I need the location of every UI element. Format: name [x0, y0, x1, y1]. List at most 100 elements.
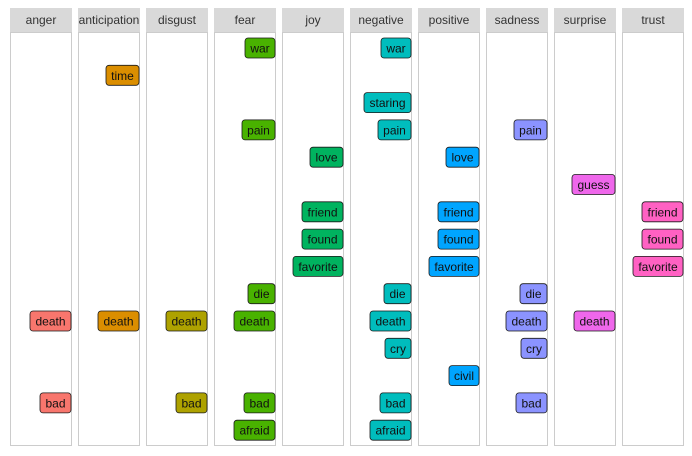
word-label-text: death [511, 315, 541, 329]
word-label-box [241, 119, 276, 141]
word-label-box [437, 201, 480, 223]
word-label-box [383, 283, 412, 305]
word-label: die [519, 283, 548, 305]
word-label: found [641, 228, 684, 250]
word-label-text: death [103, 315, 133, 329]
word-label: death [369, 310, 412, 332]
word-label-box [29, 310, 72, 332]
word-label: die [247, 283, 276, 305]
word-label: afraid [233, 419, 276, 441]
word-label-text: die [253, 287, 269, 301]
word-label-text: favorite [434, 260, 474, 274]
facet-label-surprise: surprise [564, 13, 607, 27]
word-label: death [573, 310, 616, 332]
word-label: love [309, 146, 344, 168]
word-label-box [301, 228, 344, 250]
word-label-text: love [451, 151, 473, 165]
word-label: friend [301, 201, 344, 223]
facet-panel-anger: anger [10, 8, 72, 446]
facet-panel-joy: joy [282, 8, 344, 446]
word-label: love [445, 146, 480, 168]
word-label-box [513, 119, 548, 141]
word-label: pain [513, 119, 548, 141]
word-label-text: death [375, 315, 405, 329]
panel-background [78, 32, 140, 446]
facet-panel-anticipation: anticipation [78, 8, 140, 446]
facet-label-fear: fear [235, 13, 256, 27]
word-label-box [445, 146, 480, 168]
word-label-text: death [239, 315, 269, 329]
word-label-text: die [525, 287, 541, 301]
word-label-box [301, 201, 344, 223]
word-label: staring [363, 92, 412, 113]
facet-label-sadness: sadness [495, 13, 540, 27]
word-label: favorite [292, 255, 344, 277]
word-label-text: afraid [375, 424, 405, 438]
facet-label-trust: trust [641, 13, 665, 27]
word-label-text: bad [521, 396, 541, 410]
facet-label-positive: positive [429, 13, 470, 27]
word-label: death [505, 310, 548, 332]
word-label-box [448, 365, 480, 387]
word-label-box [233, 419, 276, 441]
word-label-box [520, 337, 548, 359]
word-label: war [244, 37, 276, 59]
word-label: friend [641, 201, 684, 223]
word-label-box [292, 255, 344, 277]
word-label: cry [384, 337, 412, 359]
word-label-text: bad [249, 396, 269, 410]
word-label-box [571, 174, 616, 195]
facet-label-negative: negative [358, 13, 404, 27]
word-label: bad [39, 392, 72, 414]
word-label: pain [241, 119, 276, 141]
word-label-box [233, 310, 276, 332]
panel-background [146, 32, 208, 446]
word-label-text: pain [383, 123, 406, 137]
word-label: die [383, 283, 412, 305]
word-label-box [505, 310, 548, 332]
word-label: death [97, 310, 140, 332]
word-label-text: afraid [239, 424, 269, 438]
word-label-text: guess [577, 178, 609, 192]
facet-strip [282, 8, 344, 32]
word-label-text: love [315, 151, 337, 165]
word-label-text: bad [385, 396, 405, 410]
facet-label-disgust: disgust [158, 13, 197, 27]
word-label-text: friend [443, 205, 473, 219]
word-label-box [641, 228, 684, 250]
word-label-box [384, 337, 412, 359]
word-label-text: staring [369, 96, 405, 110]
word-label-text: civil [454, 369, 474, 383]
word-label: war [380, 37, 412, 59]
word-label-box [515, 392, 548, 414]
word-label-box [309, 146, 344, 168]
facet-strip [78, 8, 140, 32]
word-label: favorite [428, 255, 480, 277]
word-label-box [244, 37, 276, 59]
word-label-box [105, 64, 140, 86]
word-label: found [301, 228, 344, 250]
facet-panel-surprise: surprise [554, 8, 616, 446]
word-label-text: die [389, 287, 405, 301]
facet-panel-fear: fear [214, 8, 276, 446]
facet-strip [10, 8, 72, 32]
word-label-text: favorite [638, 260, 678, 274]
facet-strip [554, 8, 616, 32]
word-label: bad [243, 392, 276, 414]
facet-strip [622, 8, 684, 32]
word-label-text: cry [390, 342, 406, 356]
word-label-text: found [443, 233, 473, 247]
word-label-box [243, 392, 276, 414]
word-label: death [165, 310, 208, 332]
word-label-text: bad [181, 396, 201, 410]
word-label: bad [515, 392, 548, 414]
word-label-text: cry [526, 342, 542, 356]
facet-label-anger: anger [26, 13, 57, 27]
word-label-box [519, 283, 548, 305]
word-label-text: war [385, 42, 405, 56]
panel-background [554, 32, 616, 446]
word-label-text: friend [647, 205, 677, 219]
word-label-box [165, 310, 208, 332]
word-label-box [437, 228, 480, 250]
facet-label-anticipation: anticipation [79, 13, 140, 27]
